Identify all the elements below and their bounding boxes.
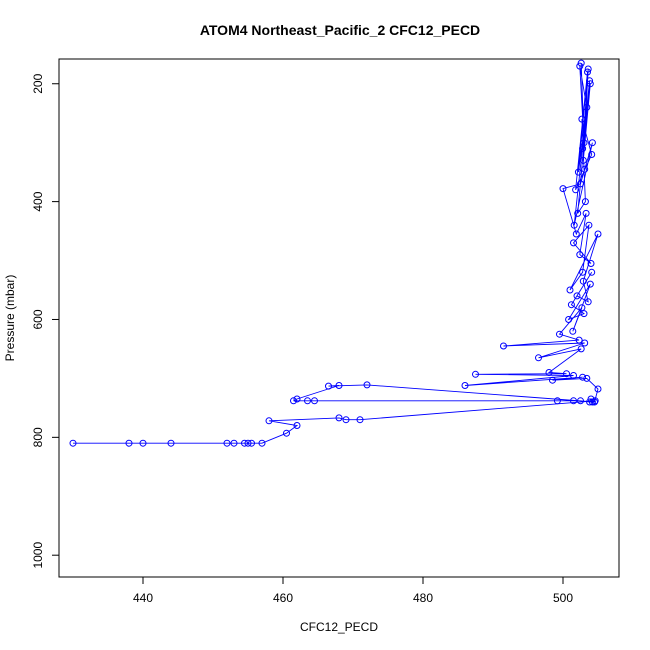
chart-title: ATOM4 Northeast_Pacific_2 CFC12_PECD bbox=[200, 22, 480, 38]
data-point bbox=[576, 62, 584, 70]
y-tick-label: 400 bbox=[31, 191, 45, 211]
y-tick-label: 800 bbox=[31, 427, 45, 447]
data-point bbox=[461, 382, 469, 389]
data-point bbox=[594, 230, 602, 238]
data-point bbox=[572, 230, 580, 238]
data-point bbox=[576, 251, 584, 259]
plot-frame bbox=[58, 58, 620, 578]
data-point bbox=[577, 397, 584, 405]
data-point bbox=[293, 422, 301, 429]
data-point bbox=[584, 65, 592, 73]
data-point bbox=[577, 345, 585, 353]
data-point bbox=[577, 180, 584, 188]
x-tick-label: 440 bbox=[133, 591, 153, 605]
y-tick-label: 600 bbox=[31, 309, 45, 329]
data-point bbox=[579, 373, 587, 381]
y-axis-label: Pressure (mbar) bbox=[3, 275, 17, 362]
series-line-group bbox=[73, 63, 599, 444]
y-tick-label: 200 bbox=[31, 73, 45, 93]
data-point bbox=[342, 416, 350, 424]
data-point bbox=[167, 439, 175, 447]
data-point bbox=[230, 439, 238, 447]
data-point bbox=[587, 260, 595, 267]
data-point bbox=[581, 198, 589, 206]
data-point bbox=[570, 372, 577, 379]
data-point bbox=[579, 268, 587, 276]
data-point bbox=[567, 301, 575, 309]
data-point bbox=[579, 277, 587, 285]
data-point bbox=[545, 369, 553, 376]
data-point bbox=[290, 397, 297, 405]
data-point bbox=[125, 439, 133, 447]
data-point bbox=[581, 165, 589, 173]
data-point bbox=[335, 414, 343, 422]
x-axis-label: CFC12_PECD bbox=[300, 620, 378, 634]
data-point bbox=[569, 327, 577, 335]
data-point bbox=[535, 354, 542, 362]
data-point bbox=[356, 416, 364, 424]
data-point bbox=[586, 80, 594, 88]
data-point bbox=[556, 330, 563, 338]
data-point bbox=[241, 439, 248, 447]
data-point bbox=[563, 370, 570, 378]
data-point bbox=[559, 185, 567, 193]
data-point bbox=[570, 221, 578, 229]
data-point bbox=[591, 397, 599, 405]
data-point bbox=[585, 221, 593, 229]
y-axis: 200 400 600 800 1000 bbox=[31, 73, 59, 569]
data-point bbox=[573, 292, 581, 300]
data-point bbox=[565, 316, 573, 323]
x-axis: 440 460 480 500 bbox=[133, 577, 573, 605]
data-point bbox=[586, 77, 594, 85]
x-tick-label: 500 bbox=[553, 591, 573, 605]
data-point bbox=[223, 439, 231, 447]
data-point bbox=[311, 397, 318, 405]
data-point bbox=[258, 439, 266, 447]
x-tick-label: 460 bbox=[273, 591, 293, 605]
data-point bbox=[549, 376, 556, 384]
series-line bbox=[73, 63, 599, 444]
data-point bbox=[472, 370, 479, 378]
data-point bbox=[566, 286, 574, 294]
data-point bbox=[584, 68, 591, 76]
data-point bbox=[584, 298, 592, 306]
data-point bbox=[244, 439, 252, 447]
data-point bbox=[579, 145, 587, 153]
data-point bbox=[500, 342, 507, 350]
data-point bbox=[574, 209, 582, 217]
data-point bbox=[583, 103, 591, 111]
data-point bbox=[265, 417, 273, 425]
data-point bbox=[325, 382, 332, 390]
data-point bbox=[583, 374, 591, 382]
series-points-group bbox=[69, 59, 602, 447]
data-point bbox=[578, 115, 586, 123]
data-point bbox=[579, 156, 587, 164]
data-point bbox=[582, 209, 590, 217]
data-point bbox=[363, 381, 371, 389]
data-point bbox=[574, 168, 582, 176]
data-point bbox=[580, 310, 588, 318]
x-tick-label: 480 bbox=[413, 591, 433, 605]
data-point bbox=[553, 397, 561, 405]
data-point bbox=[575, 336, 583, 344]
data-point bbox=[69, 439, 77, 447]
data-point bbox=[588, 151, 596, 158]
data-point bbox=[594, 385, 602, 393]
y-tick-label: 1000 bbox=[31, 542, 45, 569]
data-point bbox=[248, 439, 255, 447]
data-point bbox=[304, 397, 311, 405]
data-point bbox=[581, 339, 589, 347]
data-point bbox=[570, 397, 577, 405]
data-point bbox=[570, 239, 577, 247]
data-point bbox=[283, 429, 290, 437]
data-point bbox=[588, 268, 596, 276]
data-point bbox=[335, 382, 343, 389]
data-point bbox=[578, 304, 586, 312]
data-point bbox=[572, 186, 580, 194]
data-point bbox=[139, 439, 147, 447]
data-point bbox=[588, 139, 596, 147]
data-point bbox=[293, 395, 301, 403]
data-point bbox=[586, 280, 594, 288]
